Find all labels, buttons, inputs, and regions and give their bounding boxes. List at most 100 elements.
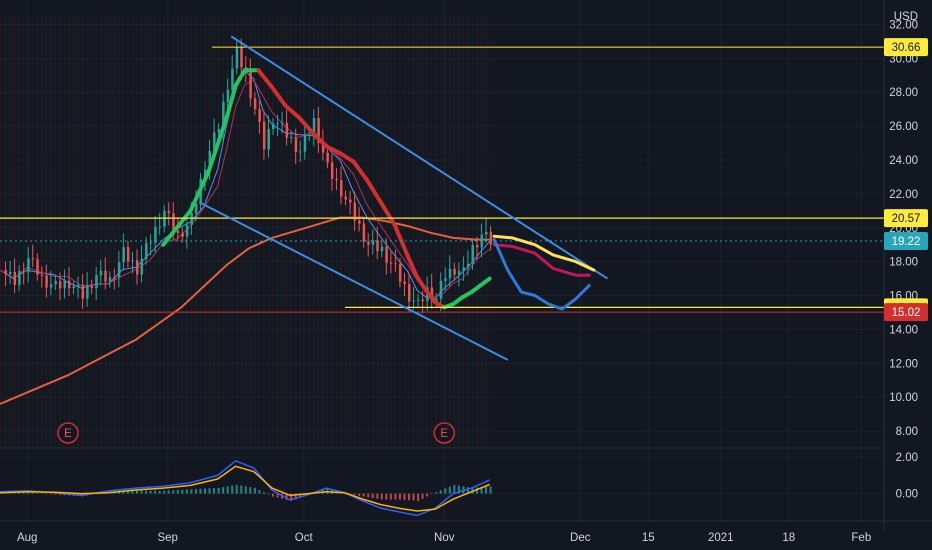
candle-body[interactable] (299, 151, 302, 153)
candle-body[interactable] (13, 271, 17, 286)
candle-body[interactable] (90, 285, 94, 289)
earnings-marker[interactable] (57, 422, 79, 444)
candle-body[interactable] (421, 299, 425, 302)
candle-body[interactable] (22, 271, 26, 273)
candle-body[interactable] (190, 213, 193, 225)
candle-body[interactable] (9, 271, 12, 275)
candle-body[interactable] (380, 246, 384, 252)
candle-body[interactable] (31, 258, 35, 260)
candle-body[interactable] (457, 270, 461, 275)
candle-body[interactable] (471, 245, 474, 264)
channel-upper-line[interactable] (230, 35, 609, 280)
candle-body[interactable] (476, 245, 479, 248)
candle-body[interactable] (444, 278, 447, 281)
candle-body[interactable] (113, 277, 116, 279)
candle-body[interactable] (335, 178, 338, 181)
earnings-marker[interactable] (433, 422, 456, 444)
candle-body[interactable] (448, 268, 452, 279)
candle-body[interactable] (312, 117, 316, 135)
candle-body[interactable] (489, 231, 493, 245)
candle-body[interactable] (453, 268, 456, 275)
candle-body[interactable] (435, 298, 438, 301)
candle-body[interactable] (376, 240, 379, 252)
candle-body[interactable] (77, 284, 80, 287)
candle-body[interactable] (172, 213, 175, 231)
candle-body[interactable] (167, 210, 171, 214)
candle-body[interactable] (122, 247, 125, 263)
candle-body[interactable] (371, 240, 375, 245)
candle-body[interactable] (258, 109, 261, 122)
projection-yellow-line[interactable] (492, 234, 596, 272)
candle-body[interactable] (262, 121, 266, 150)
candle-body[interactable] (185, 224, 189, 237)
candle-body[interactable] (385, 246, 388, 263)
candle-body[interactable] (303, 135, 307, 152)
candle-body[interactable] (95, 275, 98, 289)
candle-body[interactable] (362, 223, 366, 242)
candle-body[interactable] (108, 277, 112, 282)
candle-body[interactable] (49, 284, 53, 288)
candle-body[interactable] (68, 280, 71, 289)
candle-body[interactable] (4, 270, 8, 275)
candle-body[interactable] (353, 202, 357, 221)
time-axis[interactable]: Aug Sep Oct Nov Dec 15 2021 18 Feb (17, 532, 871, 544)
candle-body[interactable] (158, 226, 162, 228)
candle-body[interactable] (276, 123, 280, 125)
candle-body[interactable] (63, 280, 66, 289)
candle-body[interactable] (344, 196, 348, 200)
candle-body[interactable] (485, 231, 488, 235)
candle-body[interactable] (18, 271, 21, 286)
candle-body[interactable] (226, 89, 230, 102)
candle-body[interactable] (45, 275, 48, 288)
candle-body[interactable] (208, 150, 212, 170)
candle-body[interactable] (240, 47, 243, 68)
candle-body[interactable] (253, 98, 257, 110)
candle-body[interactable] (317, 117, 320, 143)
candle-body[interactable] (308, 134, 311, 136)
candle-body[interactable] (117, 262, 121, 278)
candle-body[interactable] (27, 258, 30, 273)
projection-blue-line[interactable] (492, 238, 591, 311)
candle-body[interactable] (267, 128, 270, 150)
candle-body[interactable] (358, 220, 361, 224)
candle-body[interactable] (466, 263, 470, 268)
candle-body[interactable] (194, 203, 198, 214)
candle-body[interactable] (349, 199, 352, 203)
candle-body[interactable] (281, 122, 284, 124)
candle-body[interactable] (40, 274, 44, 276)
candle-body[interactable] (326, 152, 329, 163)
candle-body[interactable] (408, 284, 411, 302)
candle-body[interactable] (131, 260, 134, 262)
candle-body[interactable] (389, 262, 393, 264)
candle-body[interactable] (176, 230, 180, 234)
candle-body[interactable] (126, 247, 130, 262)
candle-body[interactable] (149, 242, 153, 244)
candle-body[interactable] (140, 258, 144, 275)
candle-body[interactable] (439, 280, 443, 299)
candle-body[interactable] (403, 281, 406, 285)
candle-body[interactable] (462, 267, 465, 271)
candle-body[interactable] (340, 180, 343, 197)
candle-body[interactable] (54, 280, 57, 285)
candle-body[interactable] (398, 264, 402, 282)
candle-body[interactable] (272, 123, 275, 129)
candle-body[interactable] (81, 284, 85, 299)
candle-body[interactable] (99, 270, 103, 276)
candle-body[interactable] (417, 299, 420, 301)
candle-body[interactable] (58, 280, 62, 289)
channel-lower-line[interactable] (199, 201, 509, 361)
candle-body[interactable] (330, 162, 334, 179)
candle-body[interactable] (285, 122, 289, 138)
candle-body[interactable] (394, 263, 397, 265)
candle-body[interactable] (222, 101, 225, 130)
candle-body[interactable] (235, 47, 239, 69)
candle-body[interactable] (136, 260, 139, 275)
candle-body[interactable] (72, 286, 76, 289)
candle-body[interactable] (412, 300, 416, 302)
candle-body[interactable] (231, 68, 234, 90)
candle-body[interactable] (86, 285, 89, 299)
candle-body[interactable] (36, 258, 39, 275)
candle-body[interactable] (213, 132, 216, 151)
